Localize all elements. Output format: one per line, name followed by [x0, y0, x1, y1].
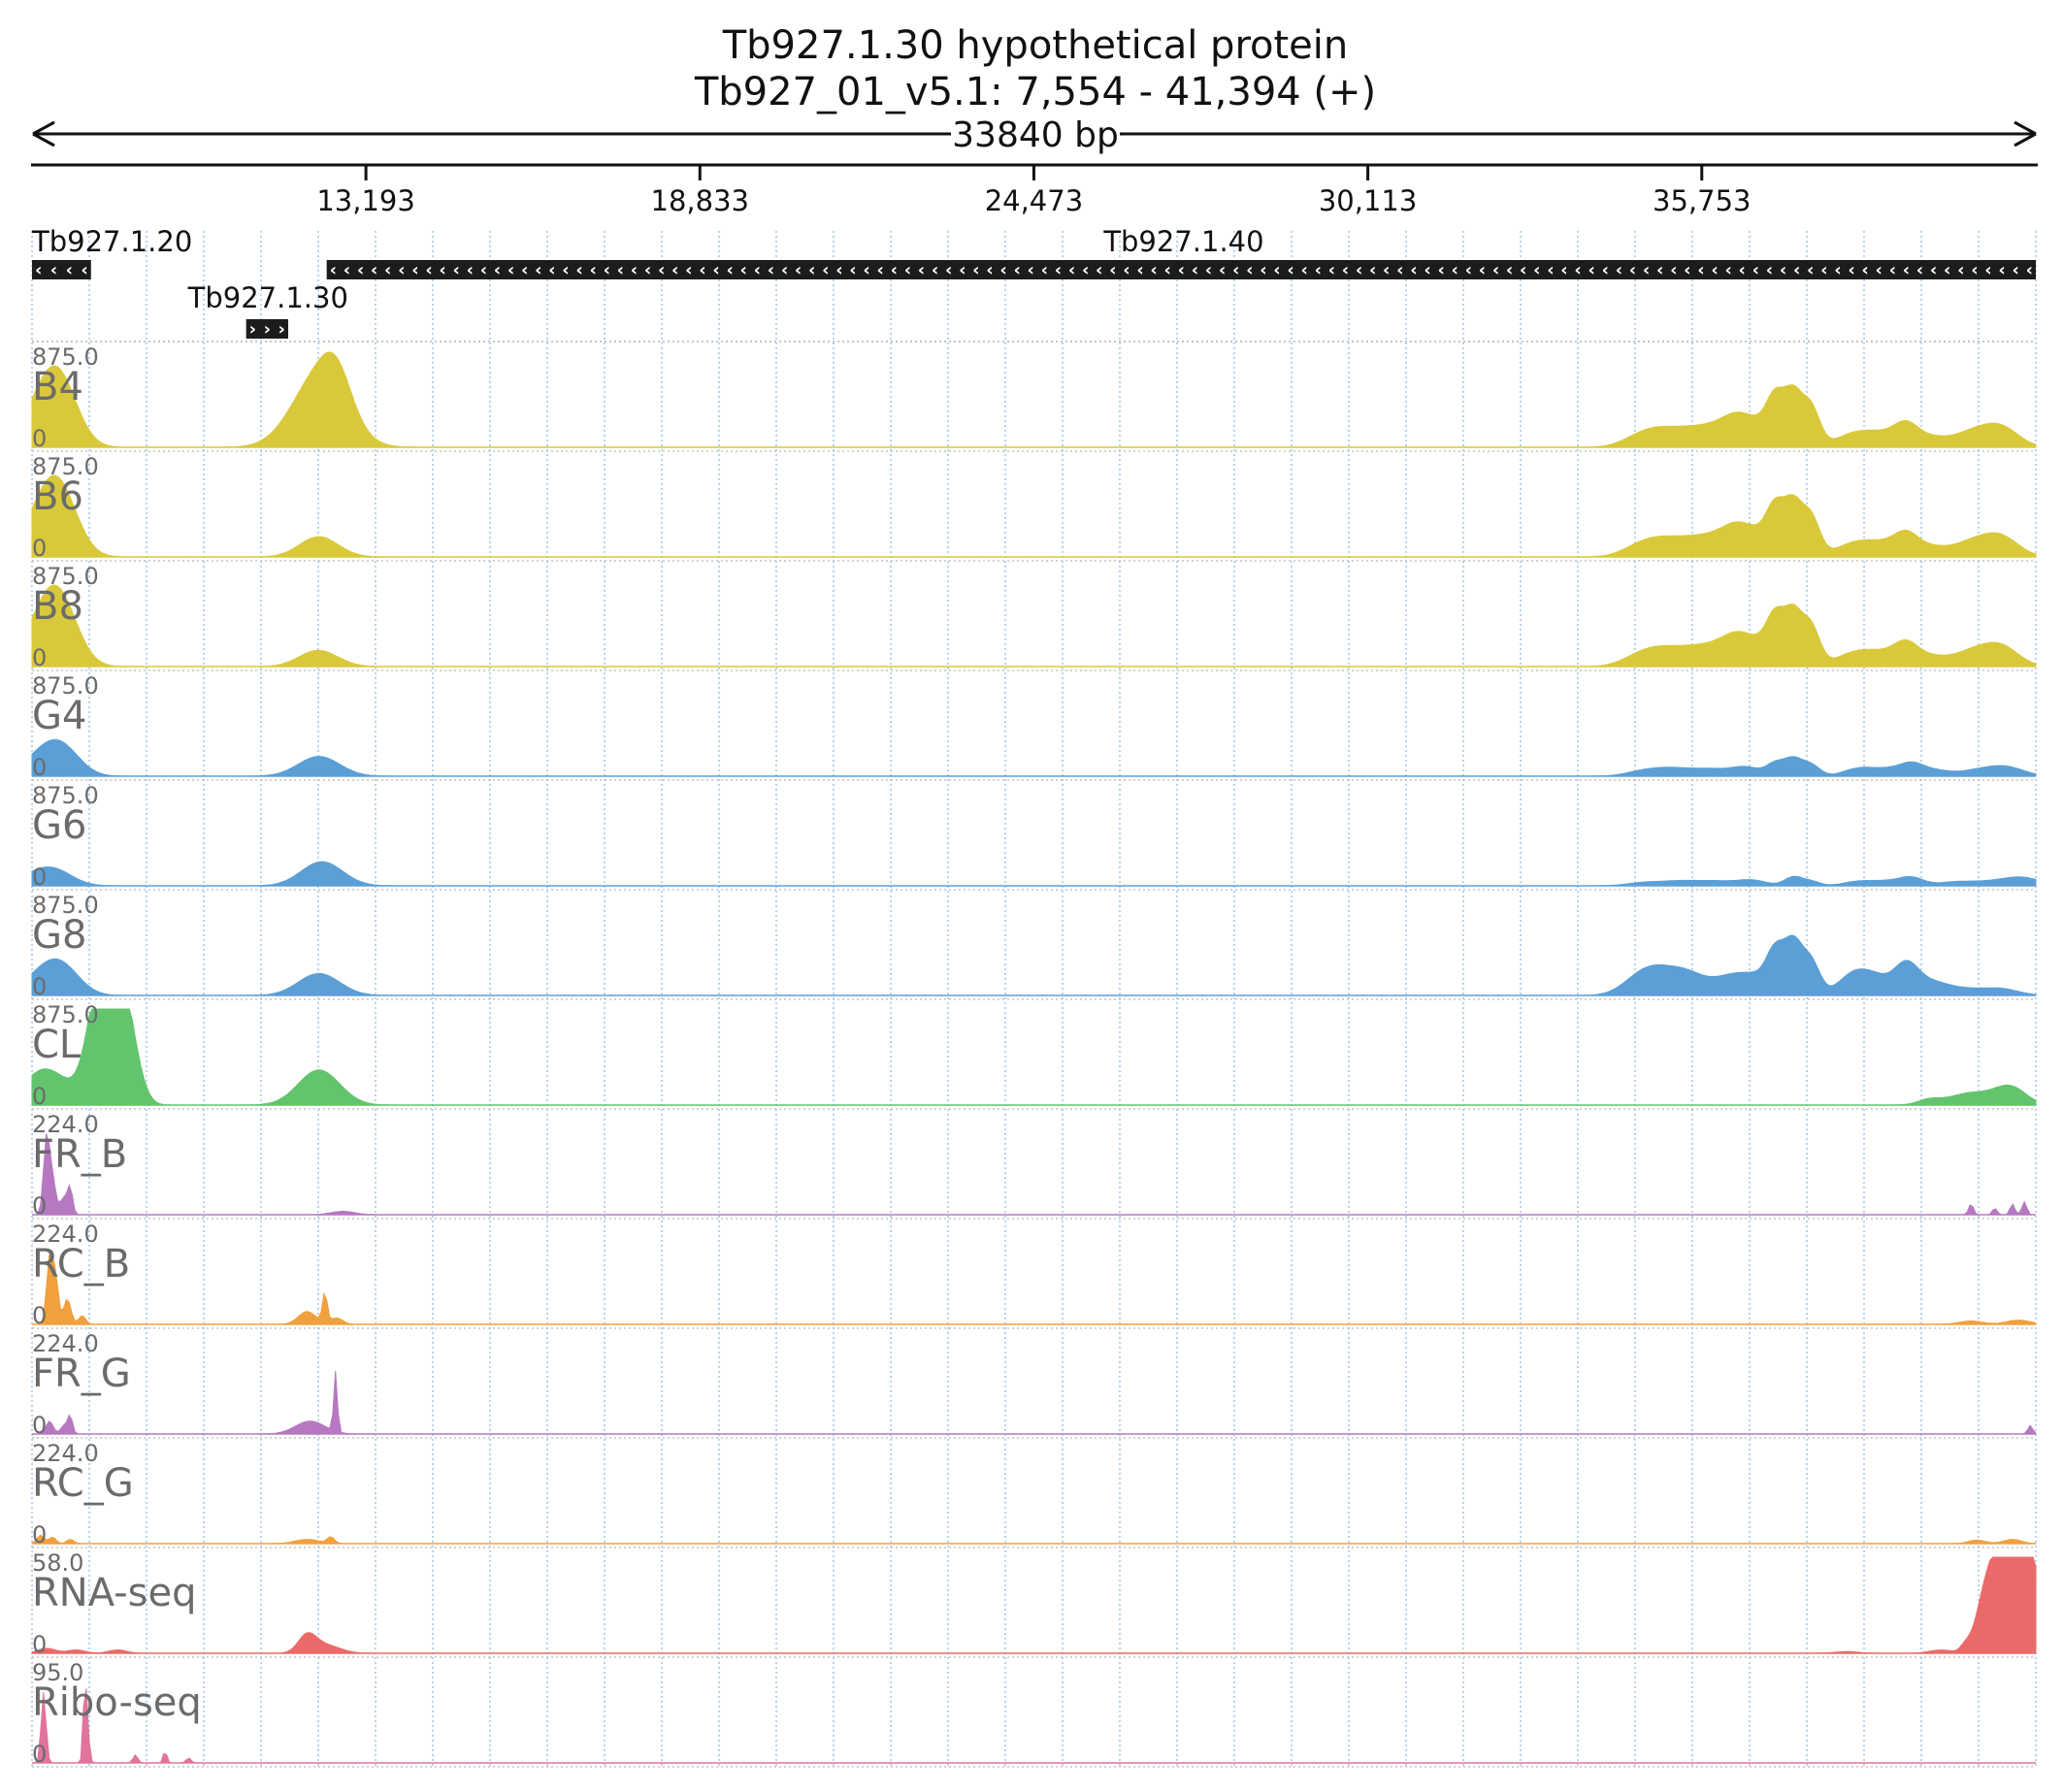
- signal-area: [31, 934, 2037, 996]
- tick-label: 30,113: [1319, 184, 1417, 217]
- track-scale-min: 0: [32, 863, 47, 891]
- track-scale-max: 875.0: [32, 892, 99, 919]
- track-scale-min: 0: [32, 1083, 47, 1110]
- tick-label: 35,753: [1653, 184, 1751, 217]
- track-b4: 875.0B4 0: [31, 343, 2037, 452]
- strand-arrows-icon: ‹‹‹‹‹‹‹‹‹‹‹‹‹‹‹‹‹‹‹‹‹‹‹‹‹‹‹‹‹‹‹‹‹‹‹‹‹‹‹‹…: [330, 260, 2033, 280]
- signal-area: [31, 1688, 2036, 1764]
- track-scale-min: 0: [32, 1631, 47, 1658]
- right-arrow-icon: [2014, 120, 2037, 147]
- left-arrow-icon: [32, 120, 55, 147]
- gene-name-label: Tb927.1.40: [1102, 225, 1263, 258]
- span-length: 33840 bp: [952, 115, 1119, 155]
- track-name: Ribo-seq: [32, 1680, 202, 1725]
- track-scale-max: 58.0: [32, 1549, 83, 1577]
- strand-arrows-icon: ›››: [249, 319, 285, 340]
- track-scale-max: 224.0: [32, 1330, 99, 1357]
- tick-label: 18,833: [651, 184, 749, 217]
- gene-body: [32, 260, 91, 279]
- track-fr-b: 224.0FR_B 0: [32, 1111, 2036, 1220]
- tick-label: 24,473: [985, 184, 1083, 217]
- signal-area: [31, 1556, 2037, 1654]
- track-scale-min: 0: [32, 1302, 47, 1329]
- signal-area: [31, 474, 2037, 558]
- signal-area: [31, 861, 2037, 887]
- signal-area: [31, 351, 2037, 448]
- signal-area: [31, 1534, 2037, 1545]
- span-ruler: 33840 bp: [32, 115, 2037, 155]
- gene-annotation-track: Tb927.1.20‹‹‹‹Tb927.1.40‹‹‹‹‹‹‹‹‹‹‹‹‹‹‹‹…: [31, 225, 2037, 342]
- gene-name-label: Tb927.1.20: [31, 225, 192, 258]
- signal-area: [32, 1254, 2037, 1325]
- track-name: RC_G: [32, 1461, 134, 1506]
- track-name: G6: [32, 803, 86, 848]
- track-b6: 875.0B6 0: [31, 453, 2037, 562]
- track-scale-min: 0: [32, 644, 47, 671]
- track-g6: 875.0G6 0: [31, 782, 2037, 891]
- tick-label: 13,193: [316, 184, 414, 217]
- gene-title: Tb927.1.30 hypothetical protein: [722, 23, 1349, 68]
- track-fr-g: 224.0FR_G 0: [32, 1330, 2037, 1439]
- track-name: G8: [32, 913, 86, 958]
- track-scale-min: 0: [32, 754, 47, 781]
- track-scale-max: 224.0: [32, 1440, 99, 1467]
- track-name: RNA-seq: [32, 1571, 196, 1615]
- region-coordinates: Tb927_01_v5.1: 7,554 - 41,394 (+): [694, 70, 1376, 114]
- track-name: B4: [32, 365, 83, 409]
- track-scale-max: 875.0: [32, 453, 99, 480]
- track-name: FR_B: [32, 1132, 127, 1177]
- track-name: FR_G: [32, 1352, 131, 1396]
- track-b8: 875.0B8 0: [31, 563, 2037, 671]
- track-scale-min: 0: [32, 535, 47, 562]
- track-scale-max: 95.0: [32, 1659, 83, 1686]
- signal-area: [32, 1371, 2037, 1435]
- signal-area: [31, 1008, 2037, 1106]
- track-scale-max: 875.0: [32, 343, 99, 371]
- track-scale-max: 875.0: [32, 563, 99, 590]
- track-name: G4: [32, 694, 86, 738]
- signal-tracks: 875.0B40875.0B60875.0B80875.0G40875.0G60…: [31, 343, 2037, 1768]
- track-name: CL: [32, 1023, 82, 1067]
- signal-area: [31, 738, 2037, 777]
- track-name: B8: [32, 584, 83, 629]
- track-scale-max: 875.0: [32, 1001, 99, 1028]
- track-cl: 875.0CL 0: [31, 1001, 2037, 1110]
- track-scale-max: 875.0: [32, 672, 99, 700]
- track-scale-min: 0: [32, 1192, 47, 1220]
- gene-body: [326, 260, 2037, 279]
- signal-area: [31, 584, 2037, 668]
- track-scale-max: 224.0: [32, 1221, 99, 1248]
- track-g4: 875.0G4 0: [31, 672, 2037, 781]
- track-rc-b: 224.0RC_B 0: [32, 1221, 2037, 1329]
- gene-name-label: Tb927.1.30: [187, 281, 348, 314]
- axis-ticks: 13,193 18,833 24,473 30,113 35,753: [316, 165, 1752, 217]
- track-name: B6: [32, 474, 83, 519]
- track-g8: 875.0G8 0: [31, 892, 2037, 1000]
- track-scale-min: 0: [32, 1521, 47, 1548]
- track-scale-min: 0: [32, 1741, 47, 1768]
- signal-area: [32, 1133, 2036, 1216]
- track-scale-min: 0: [32, 425, 47, 452]
- track-rc-g: 224.0RC_G 0: [31, 1440, 2037, 1548]
- track-scale-max: 224.0: [32, 1111, 99, 1138]
- gene-body: [246, 319, 288, 339]
- track-scale-max: 875.0: [32, 782, 99, 809]
- track-scale-min: 0: [32, 1412, 47, 1439]
- track-name: RC_B: [32, 1242, 130, 1287]
- track-scale-min: 0: [32, 973, 47, 1000]
